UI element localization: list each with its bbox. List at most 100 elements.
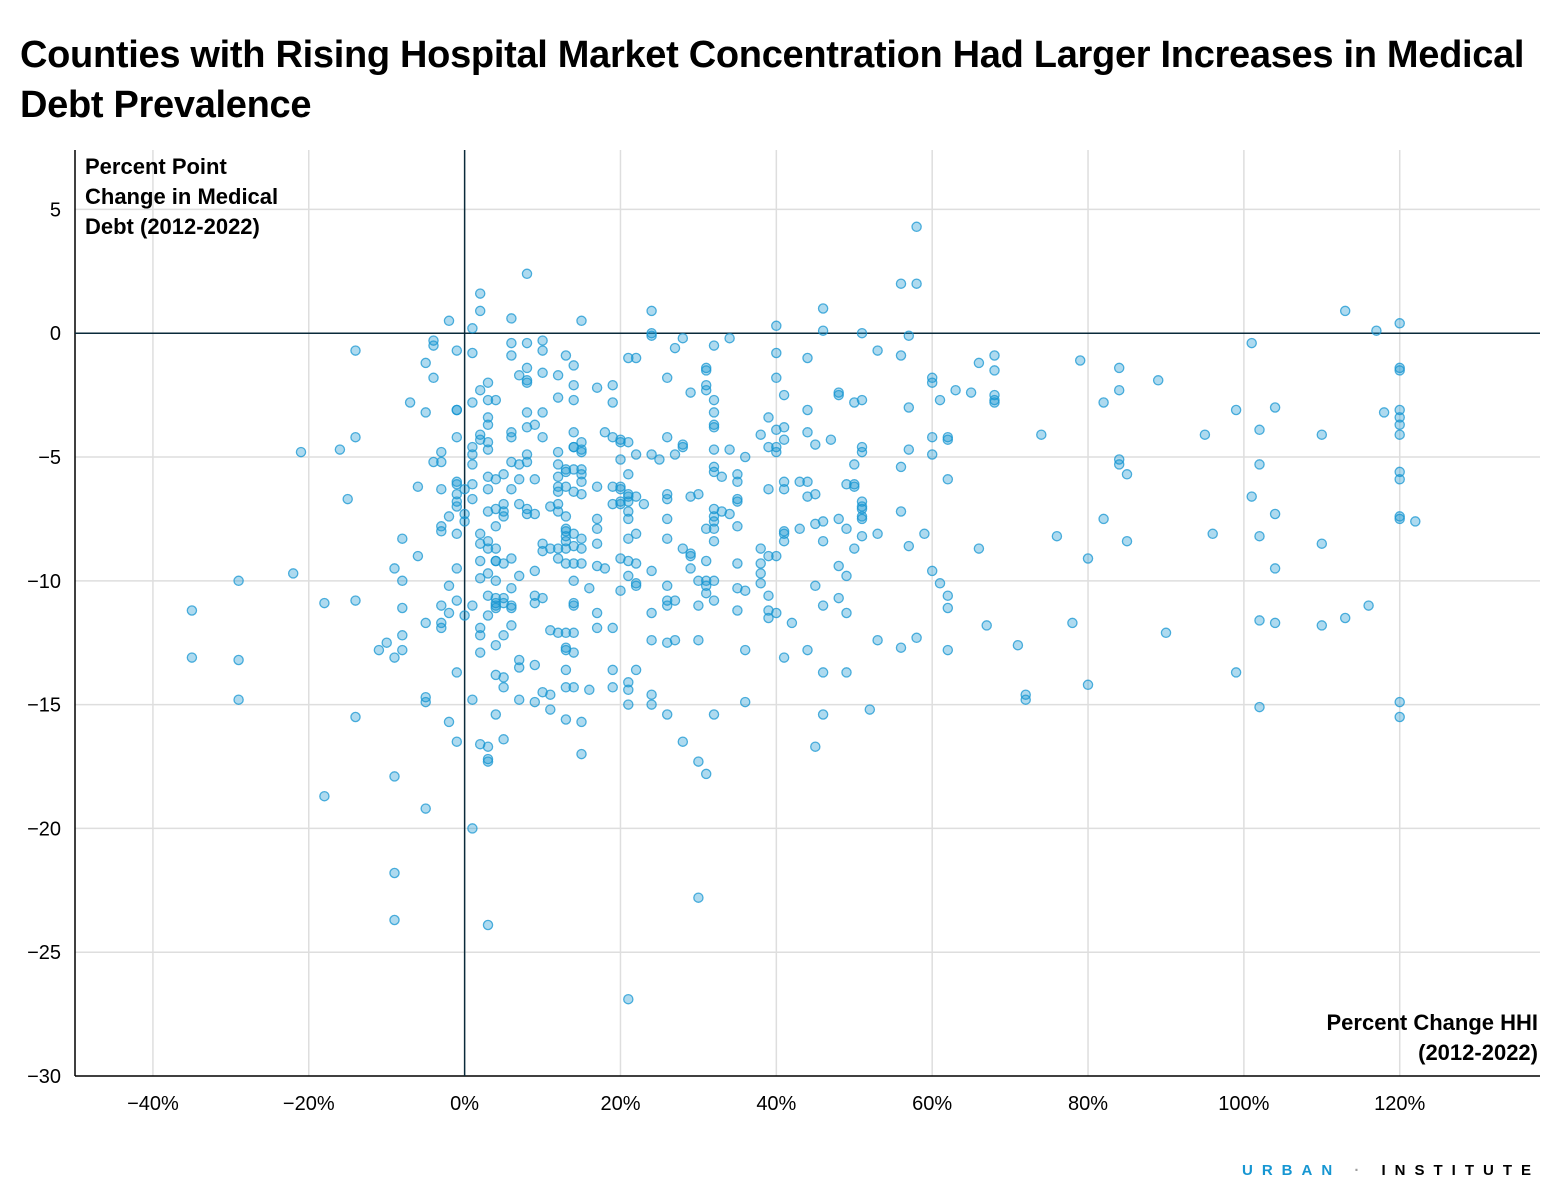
x-tick-label: 80% xyxy=(1068,1093,1108,1115)
scatter-point xyxy=(467,694,478,705)
scatter-point xyxy=(513,459,525,470)
scatter-point xyxy=(436,526,447,537)
scatter-point xyxy=(389,563,400,574)
scatter-point xyxy=(942,602,954,614)
scatter-point xyxy=(576,436,587,448)
scatter-point xyxy=(1246,491,1257,502)
scatter-point xyxy=(552,392,564,403)
y-axis-label-line: Change in Medical xyxy=(85,184,279,209)
scatter-point xyxy=(1051,530,1063,542)
scatter-point xyxy=(755,429,766,440)
scatter-point xyxy=(1394,466,1405,478)
scatter-point xyxy=(841,479,852,490)
scatter-point xyxy=(506,350,517,361)
scatter-point xyxy=(849,543,860,554)
scatter-point xyxy=(490,543,502,554)
scatter-point xyxy=(810,518,821,530)
scatter-point xyxy=(428,340,439,351)
scatter-point xyxy=(973,357,985,369)
scatter-point xyxy=(771,372,782,384)
scatter-point xyxy=(568,627,579,639)
scatter-point xyxy=(529,419,541,431)
scatter-point xyxy=(911,632,922,644)
scatter-point xyxy=(474,528,486,540)
scatter-point xyxy=(319,790,330,802)
scatter-point xyxy=(545,689,556,700)
scatter-point xyxy=(529,508,541,520)
scatter-point xyxy=(513,662,525,673)
scatter-point xyxy=(654,454,665,465)
x-axis-label: Percent Change HHI (2012-2022) xyxy=(1327,1008,1539,1068)
scatter-point xyxy=(545,625,556,636)
scatter-point xyxy=(778,476,790,488)
scatter-point xyxy=(708,503,720,515)
y-tick-label: 5 xyxy=(50,199,61,221)
scatter-point xyxy=(552,506,564,517)
scatter-point xyxy=(833,592,844,604)
y-tick-label: −30 xyxy=(27,1066,61,1088)
scatter-point xyxy=(607,481,618,492)
scatter-point xyxy=(1207,528,1218,540)
scatter-point xyxy=(506,620,517,631)
scatter-point xyxy=(474,434,486,445)
scatter-point xyxy=(552,486,564,497)
scatter-point xyxy=(537,431,548,443)
logo-institute: INSTITUTE xyxy=(1381,1162,1540,1179)
scatter-point xyxy=(607,682,618,693)
scatter-point xyxy=(428,372,439,384)
scatter-point xyxy=(1254,615,1265,626)
scatter-point xyxy=(771,446,782,458)
scatter-point xyxy=(521,407,533,418)
scatter-point xyxy=(763,483,774,495)
scatter-point xyxy=(451,501,463,512)
scatter-point xyxy=(490,669,502,681)
scatter-point xyxy=(451,488,463,500)
scatter-point xyxy=(778,652,790,663)
scatter-point xyxy=(989,350,1000,361)
scatter-point xyxy=(661,600,673,611)
scatter-point xyxy=(685,563,696,574)
scatter-point xyxy=(817,516,829,527)
scatter-point xyxy=(451,667,463,678)
scatter-point xyxy=(482,741,494,752)
scatter-point xyxy=(965,387,977,398)
scatter-point xyxy=(1036,429,1047,440)
scatter-point xyxy=(467,823,478,834)
scatter-point xyxy=(778,535,790,547)
scatter-point xyxy=(700,580,712,592)
scatter-point xyxy=(708,516,720,527)
scatter-point xyxy=(1020,694,1031,705)
scatter-point xyxy=(739,644,751,656)
scatter-point xyxy=(700,523,712,535)
scatter-point xyxy=(537,335,548,346)
scatter-point xyxy=(474,288,486,299)
scatter-point xyxy=(186,605,198,616)
scatter-point xyxy=(521,337,533,349)
scatter-point xyxy=(591,622,603,634)
scatter-point xyxy=(545,501,556,512)
scatter-point xyxy=(950,384,961,396)
scatter-point xyxy=(568,379,579,391)
scatter-point xyxy=(552,459,564,470)
scatter-point xyxy=(490,521,502,532)
scatter-point xyxy=(646,607,657,619)
scatter-point xyxy=(506,313,517,324)
scatter-point xyxy=(708,422,720,433)
scatter-point xyxy=(482,535,494,547)
scatter-point xyxy=(661,709,673,720)
scatter-point xyxy=(623,570,634,582)
scatter-point xyxy=(693,488,704,500)
scatter-point xyxy=(802,476,813,488)
scatter-point xyxy=(397,630,408,641)
scatter-point xyxy=(482,377,494,388)
scatter-point xyxy=(498,597,509,609)
scatter-point xyxy=(810,741,821,752)
scatter-point xyxy=(841,523,852,535)
scatter-point xyxy=(490,474,502,485)
scatter-point xyxy=(560,644,572,656)
scatter-point xyxy=(661,372,673,384)
scatter-point xyxy=(1254,530,1265,542)
scatter-point xyxy=(568,441,579,453)
scatter-point xyxy=(1199,429,1211,440)
